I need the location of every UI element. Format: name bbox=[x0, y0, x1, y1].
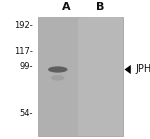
Text: JPH4: JPH4 bbox=[135, 64, 150, 75]
Bar bbox=[39, 17, 78, 136]
Text: 99-: 99- bbox=[20, 62, 33, 71]
Text: 117-: 117- bbox=[14, 47, 33, 56]
Bar bbox=[81, 17, 122, 136]
Bar bbox=[38, 17, 123, 136]
Ellipse shape bbox=[48, 66, 68, 73]
Text: A: A bbox=[62, 2, 70, 12]
Text: B: B bbox=[96, 2, 105, 12]
Text: 54-: 54- bbox=[20, 110, 33, 118]
Ellipse shape bbox=[51, 75, 64, 81]
Polygon shape bbox=[124, 65, 131, 74]
Text: 192-: 192- bbox=[14, 21, 33, 29]
